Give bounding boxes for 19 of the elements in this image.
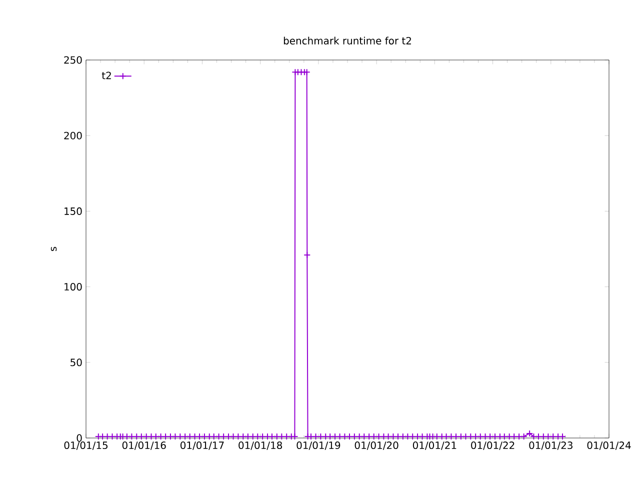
x-tick-label: 01/01/17 <box>180 442 224 450</box>
x-tick-label: 01/01/18 <box>238 442 282 450</box>
x-tick-label: 01/01/21 <box>412 442 456 450</box>
x-tick-label: 01/01/16 <box>122 442 166 450</box>
y-tick-label: 0 <box>76 434 82 442</box>
legend-label: t2 <box>102 72 111 80</box>
chart-title: benchmark runtime for t2 <box>284 36 411 44</box>
x-tick-label: 01/01/20 <box>354 442 398 450</box>
y-tick-label: 250 <box>64 56 82 64</box>
y-tick-label: 200 <box>64 132 82 140</box>
x-tick-label: 01/01/23 <box>529 442 572 450</box>
x-tick-label: 01/01/22 <box>471 442 514 450</box>
y-tick-label: 100 <box>64 283 82 291</box>
x-tick-label: 01/01/15 <box>64 442 108 450</box>
x-tick-label: 01/01/24 <box>587 442 631 450</box>
x-tick-label: 01/01/19 <box>296 442 340 450</box>
y-axis-title: s <box>50 246 57 252</box>
y-tick-label: 150 <box>64 207 82 215</box>
y-tick-label: 50 <box>70 358 82 366</box>
